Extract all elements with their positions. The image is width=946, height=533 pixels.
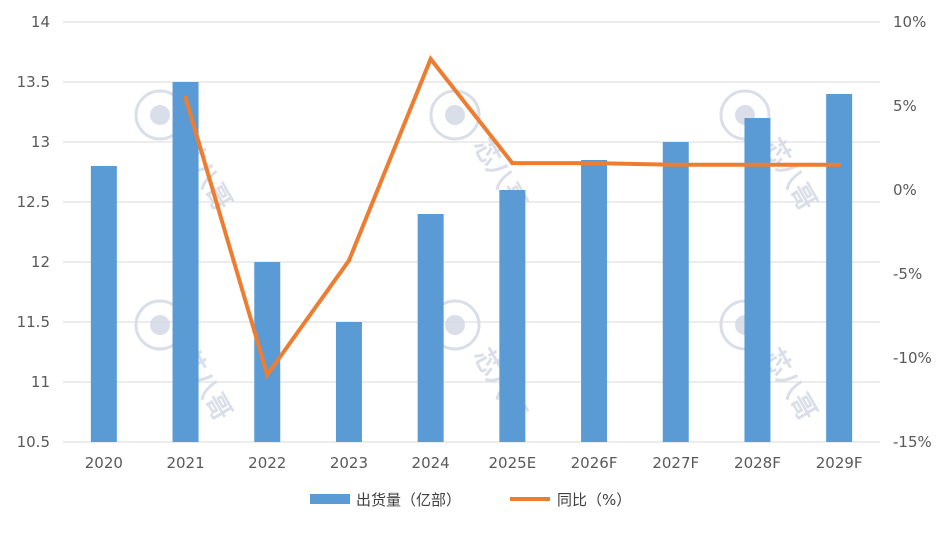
bar (499, 190, 526, 442)
bar (335, 322, 362, 442)
line-point (265, 372, 270, 377)
x-tick-label: 2026F (571, 454, 618, 472)
line-point (837, 162, 842, 167)
x-tick-label: 2027F (652, 454, 699, 472)
y-left-tick-label: 14 (31, 13, 50, 31)
y-left-tick-label: 12 (31, 253, 50, 271)
line-point (183, 95, 188, 100)
x-axis: 2020 2021 2022 2023 2024 2025E 2026F 2027F 2028F… (85, 454, 863, 472)
x-tick-label: 2024 (412, 454, 450, 472)
bar (90, 166, 117, 442)
y-right-tick-label: -5% (893, 265, 922, 283)
y-right-tick-label: -15% (893, 433, 932, 451)
legend: 出货量（亿部） 同比（%） (310, 491, 631, 509)
y-left-tick-label: 13.5 (17, 73, 50, 91)
x-tick-label: 2023 (330, 454, 368, 472)
y-left-tick-label: 11.5 (17, 313, 50, 331)
x-tick-label: 2020 (85, 454, 123, 472)
bar (826, 94, 853, 442)
x-tick-label: 2029F (816, 454, 863, 472)
line-point (428, 56, 433, 61)
bar (254, 262, 281, 442)
line-point (510, 161, 515, 166)
y-axis-right: -15% -10% -5% 0% 5% 10% (893, 13, 932, 451)
y-right-tick-label: 10% (893, 13, 926, 31)
legend-label-line: 同比（%） (557, 491, 631, 509)
watermark-stamp: 芯八哥 (719, 89, 822, 216)
y-left-tick-label: 11 (31, 373, 50, 391)
y-left-tick-label: 13 (31, 133, 50, 151)
x-tick-label: 2021 (166, 454, 204, 472)
line-point (346, 258, 351, 263)
y-left-tick-label: 12.5 (17, 193, 50, 211)
line-point (755, 162, 760, 167)
watermark-stamp: 芯八哥 (719, 299, 822, 426)
y-right-tick-label: 5% (893, 97, 917, 115)
watermark: 芯八哥芯八哥芯八哥芯八哥芯八哥芯八哥 (134, 89, 822, 426)
y-right-tick-label: -10% (893, 349, 932, 367)
line-series (183, 55, 842, 380)
bar (662, 142, 689, 442)
y-axis-left: 10.5 11 11.5 12 12.5 13 13.5 14 (17, 13, 50, 451)
legend-swatch-bar (310, 494, 350, 504)
x-tick-label: 2025E (489, 454, 537, 472)
legend-label-bar: 出货量（亿部） (356, 491, 461, 509)
x-tick-label: 2028F (734, 454, 781, 472)
line-point (592, 161, 597, 166)
x-tick-label: 2022 (248, 454, 286, 472)
bar (172, 82, 199, 442)
y-left-tick-label: 10.5 (17, 433, 50, 451)
bar (744, 118, 771, 442)
bar (417, 214, 444, 442)
bar (581, 160, 608, 442)
line-point (673, 162, 678, 167)
y-right-tick-label: 0% (893, 181, 917, 199)
